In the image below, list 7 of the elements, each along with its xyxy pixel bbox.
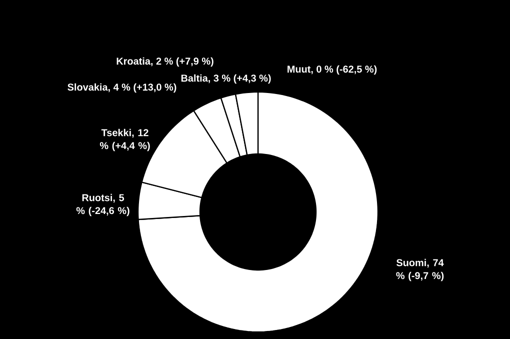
slice-label: Suomi, 74 % (-9,7 %) [396,258,444,282]
slice-label: Ruotsi, 5 % (-24,6 %) [76,194,130,216]
slice-label: Baltia, 3 % (+4,3 %) [181,74,271,84]
slice-label: Tsekki, 12 % (+4,4 %) [100,128,150,152]
slice-label: Kroatia, 2 % (+7,9 %) [116,57,214,67]
category-label: Muut, 0 % (-62,5 %) [288,65,377,75]
slice-label: Slovakia, 4 % (+13,0 %) [68,83,176,93]
